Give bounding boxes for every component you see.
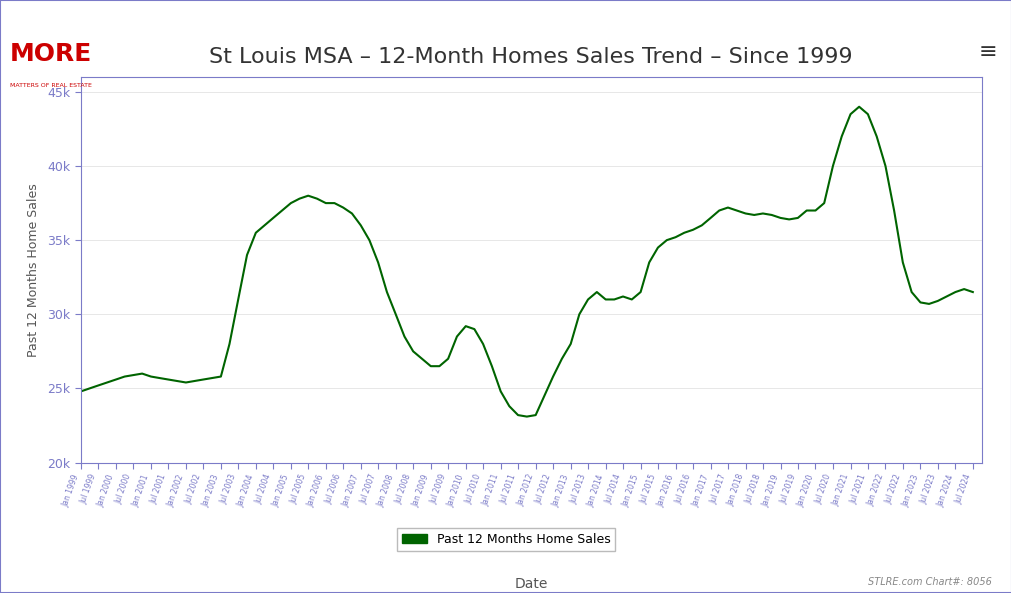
X-axis label: Date: Date <box>515 577 547 591</box>
Legend: Past 12 Months Home Sales: Past 12 Months Home Sales <box>396 528 615 551</box>
Text: MORE: MORE <box>10 42 92 65</box>
Text: STLRE.com Chart#: 8056: STLRE.com Chart#: 8056 <box>867 577 991 587</box>
Text: MATTERS OF REAL ESTATE: MATTERS OF REAL ESTATE <box>10 83 92 88</box>
Y-axis label: Past 12 Months Home Sales: Past 12 Months Home Sales <box>27 183 40 357</box>
Title: St Louis MSA – 12-Month Homes Sales Trend – Since 1999: St Louis MSA – 12-Month Homes Sales Tren… <box>209 47 852 67</box>
Text: ≡: ≡ <box>978 42 996 62</box>
